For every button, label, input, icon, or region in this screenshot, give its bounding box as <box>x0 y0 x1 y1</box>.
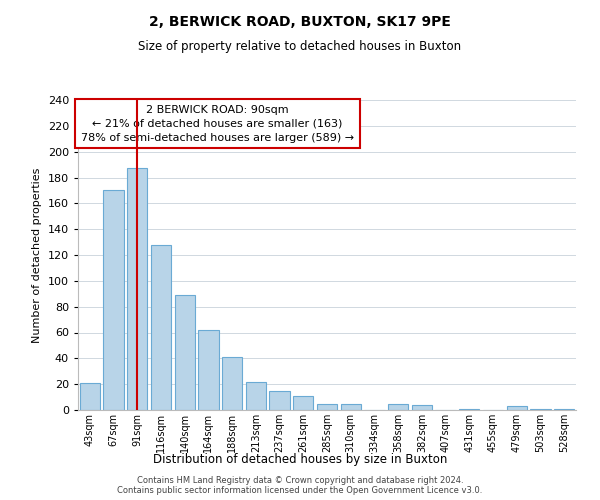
Bar <box>459 408 479 410</box>
Y-axis label: Number of detached properties: Number of detached properties <box>32 168 42 342</box>
Bar <box>175 295 195 410</box>
Bar <box>269 390 290 410</box>
Bar <box>388 404 408 410</box>
Text: 2 BERWICK ROAD: 90sqm
← 21% of detached houses are smaller (163)
78% of semi-det: 2 BERWICK ROAD: 90sqm ← 21% of detached … <box>81 104 354 142</box>
Bar <box>554 408 574 410</box>
Bar <box>103 190 124 410</box>
Bar <box>317 404 337 410</box>
Bar <box>80 383 100 410</box>
Bar <box>506 406 527 410</box>
Bar <box>151 244 171 410</box>
Text: 2, BERWICK ROAD, BUXTON, SK17 9PE: 2, BERWICK ROAD, BUXTON, SK17 9PE <box>149 15 451 29</box>
Bar <box>412 405 432 410</box>
Bar <box>127 168 148 410</box>
Text: Contains HM Land Registry data © Crown copyright and database right 2024.
Contai: Contains HM Land Registry data © Crown c… <box>118 476 482 495</box>
Bar <box>293 396 313 410</box>
Bar <box>222 357 242 410</box>
Text: Size of property relative to detached houses in Buxton: Size of property relative to detached ho… <box>139 40 461 53</box>
Text: Distribution of detached houses by size in Buxton: Distribution of detached houses by size … <box>153 452 447 466</box>
Bar <box>341 404 361 410</box>
Bar <box>530 408 551 410</box>
Bar <box>246 382 266 410</box>
Bar <box>199 330 218 410</box>
